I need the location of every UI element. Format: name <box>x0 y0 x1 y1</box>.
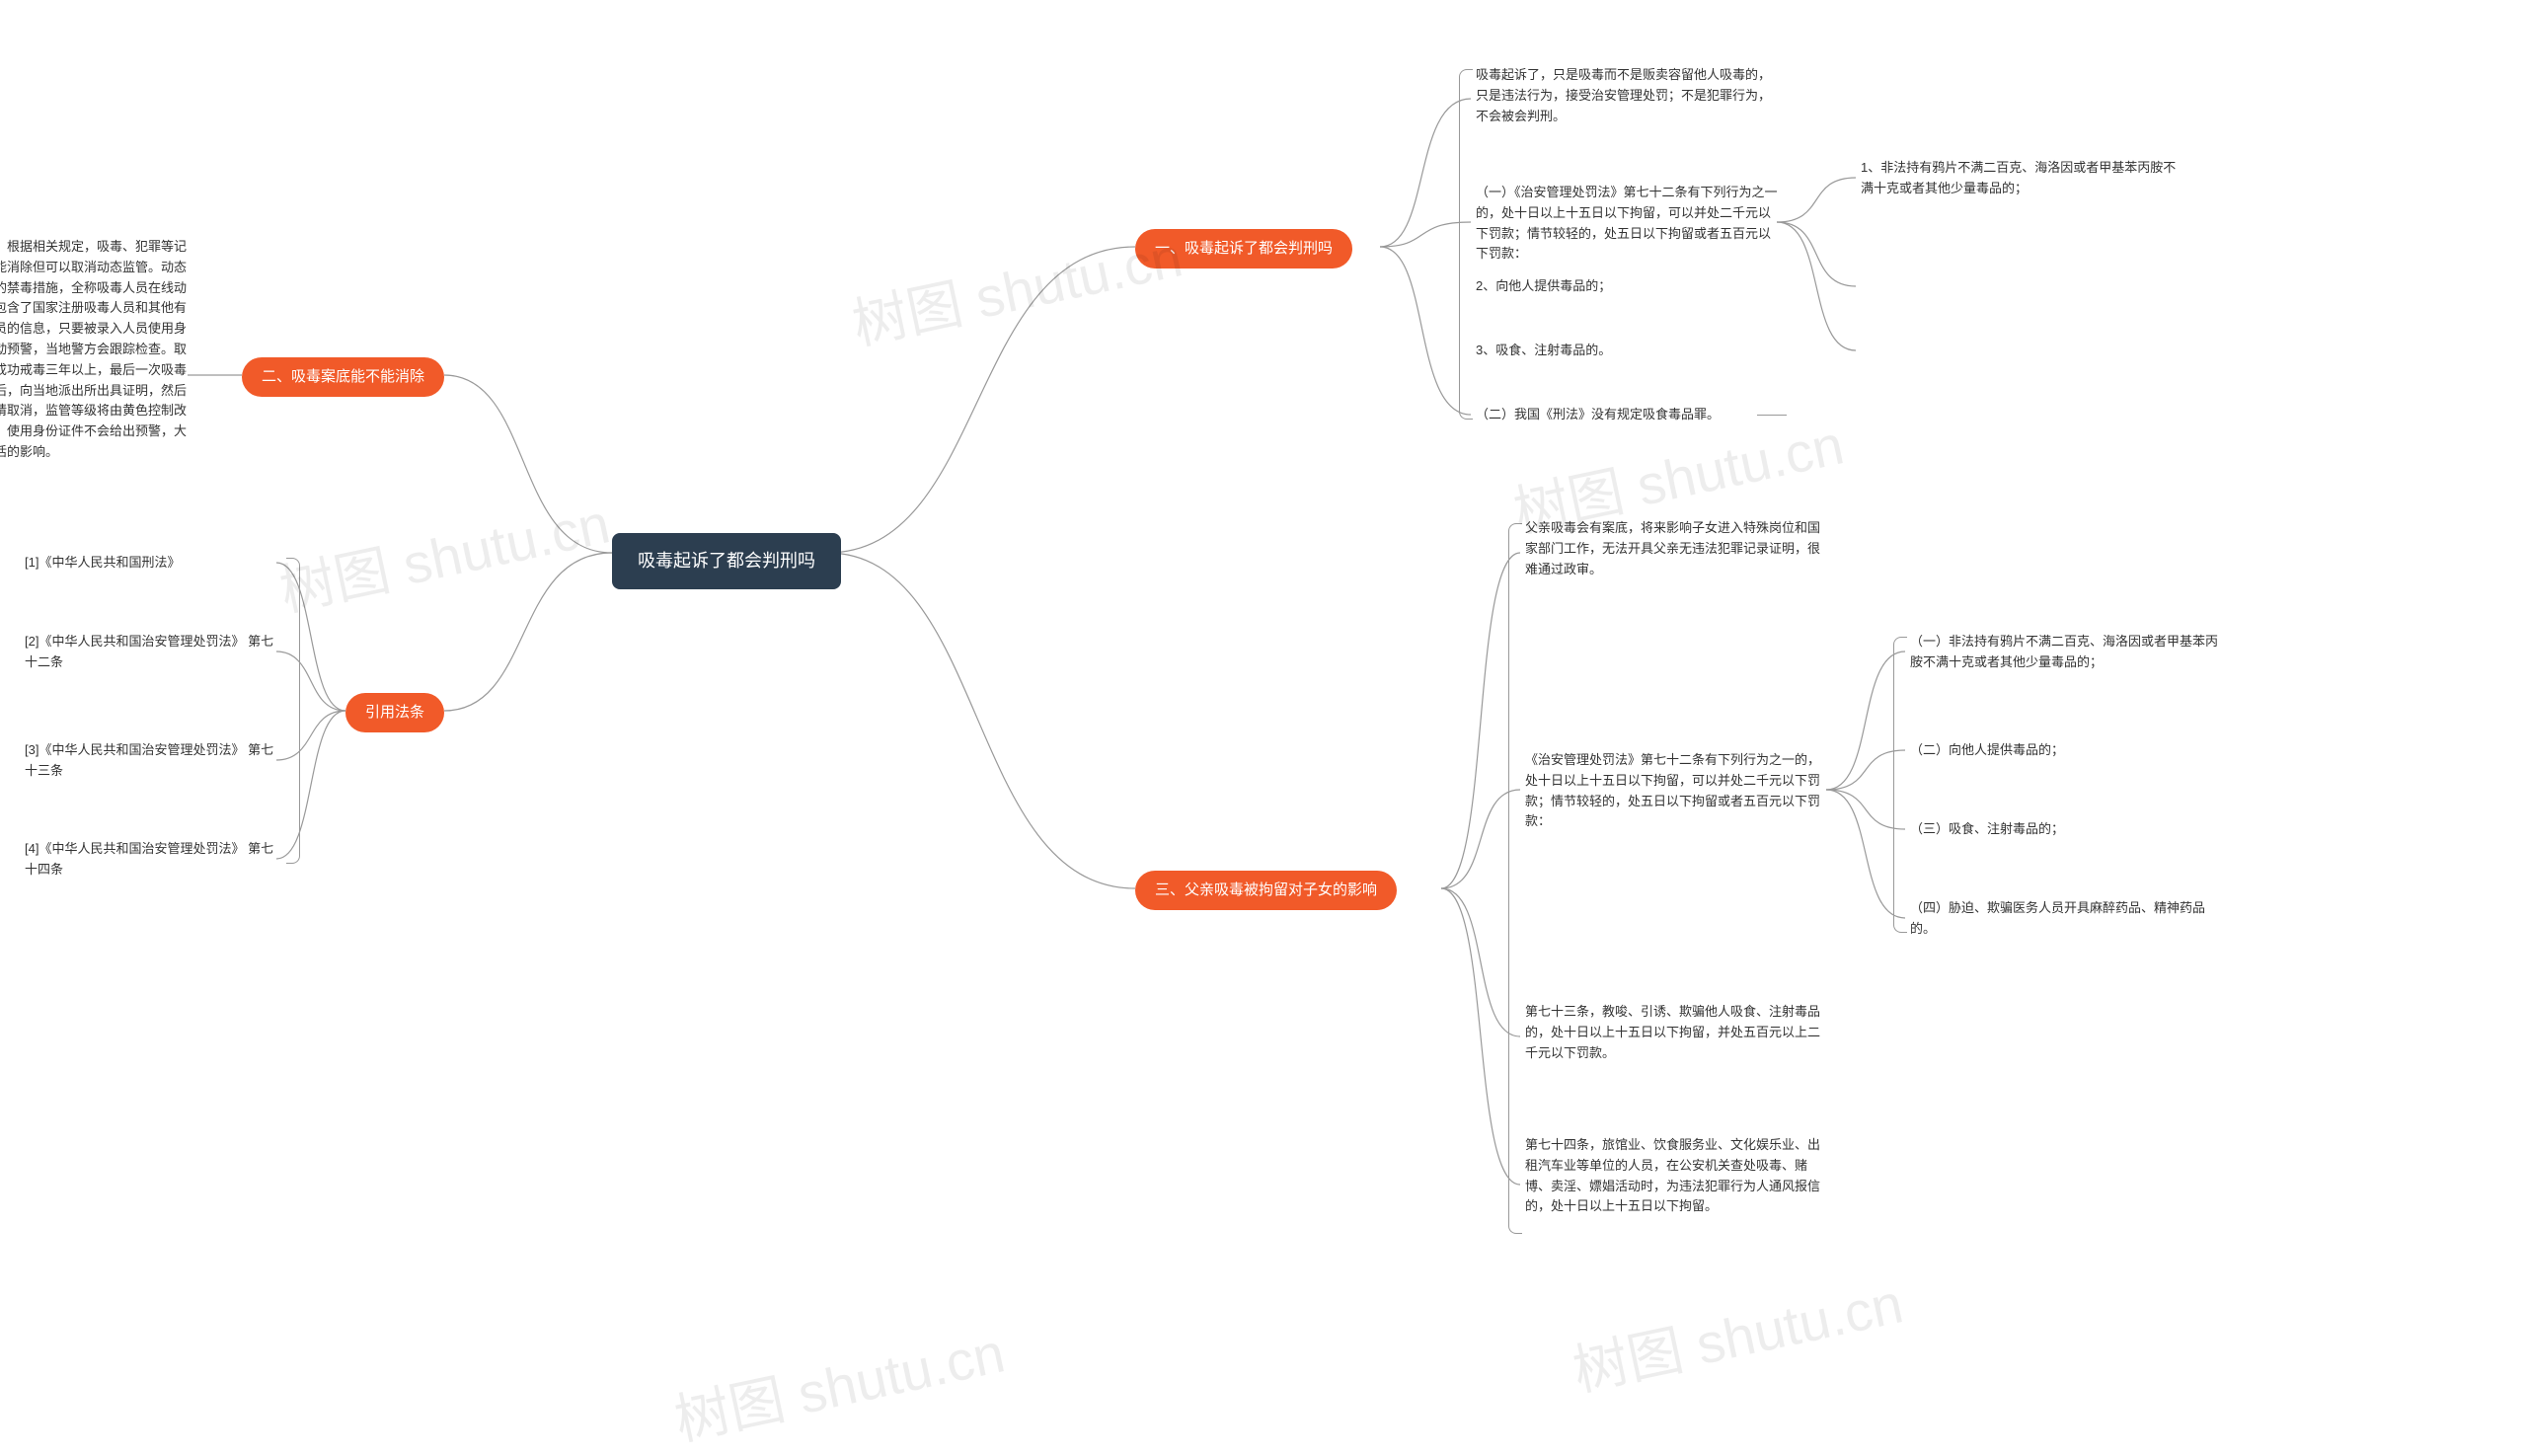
branch-cite: 引用法条 <box>345 693 444 732</box>
watermark-4: 树图 shutu.cn <box>666 1309 1011 1456</box>
branch-3-child-3: 第七十三条，教唆、引诱、欺骗他人吸食、注射毒品的，处十日以上十五日以下拘留，并处… <box>1525 1002 1821 1063</box>
branch-3-child-2c: （三）吸食、注射毒品的； <box>1910 819 2064 840</box>
branch-1-child-3: （二）我国《刑法》没有规定吸食毒品罪。 <box>1476 405 1720 425</box>
branch-cite-label: 引用法条 <box>365 704 424 721</box>
watermark-2: 树图 shutu.cn <box>844 213 1188 361</box>
watermark-1: 树图 shutu.cn <box>271 480 616 628</box>
branch-1: 一、吸毒起诉了都会判刑吗 <box>1135 229 1352 268</box>
mindmap-root: 吸毒起诉了都会判刑吗 <box>612 533 841 589</box>
branch-3-child-2: 《治安管理处罚法》第七十二条有下列行为之一的，处十日以上十五日以下拘留，可以并处… <box>1525 750 1831 832</box>
branch-3-child-4: 第七十四条，旅馆业、饮食服务业、文化娱乐业、出租汽车业等单位的人员，在公安机关查… <box>1525 1135 1821 1217</box>
branch-1-child-2a: 1、非法持有鸦片不满二百克、海洛因或者甲基苯丙胺不满十克或者其他少量毒品的； <box>1861 158 2177 199</box>
cite-4: [4]《中华人民共和国治安管理处罚法》 第七十四条 <box>25 839 281 881</box>
root-label: 吸毒起诉了都会判刑吗 <box>638 551 815 571</box>
bracket-cite <box>286 558 300 864</box>
branch-3-child-2a: （一）非法持有鸦片不满二百克、海洛因或者甲基苯丙胺不满十克或者其他少量毒品的； <box>1910 632 2226 673</box>
bracket-b3c2 <box>1893 637 1907 933</box>
branch-2-label: 二、吸毒案底能不能消除 <box>262 368 424 385</box>
trailing-dash-1 <box>1757 415 1787 416</box>
branch-1-child-1: 吸毒起诉了，只是吸毒而不是贩卖容留他人吸毒的，只是违法行为，接受治安管理处罚；不… <box>1476 65 1772 126</box>
bracket-b1 <box>1459 69 1473 420</box>
watermark-5: 树图 shutu.cn <box>1565 1260 1909 1408</box>
branch-3-label: 三、父亲吸毒被拘留对子女的影响 <box>1155 881 1377 898</box>
branch-1-child-2: （一）《治安管理处罚法》第七十二条有下列行为之一的，处十日以上十五日以下拘留，可… <box>1476 183 1782 265</box>
branch-1-child-2c: 3、吸食、注射毒品的。 <box>1476 341 1611 361</box>
branch-3-child-2d: （四）胁迫、欺骗医务人员开具麻醉药品、精神药品的。 <box>1910 898 2226 940</box>
cite-2: [2]《中华人民共和国治安管理处罚法》 第七十二条 <box>25 632 281 673</box>
branch-3-child-1: 父亲吸毒会有案底，将来影响子女进入特殊岗位和国家部门工作，无法开具父亲无违法犯罪… <box>1525 518 1821 579</box>
cite-3: [3]《中华人民共和国治安管理处罚法》 第七十三条 <box>25 740 281 782</box>
branch-3-child-2b: （二）向他人提供毒品的； <box>1910 740 2064 761</box>
branch-3: 三、父亲吸毒被拘留对子女的影响 <box>1135 871 1397 910</box>
branch-1-child-2b: 2、向他人提供毒品的； <box>1476 276 1611 297</box>
branch-1-label: 一、吸毒起诉了都会判刑吗 <box>1155 240 1333 257</box>
bracket-b3 <box>1508 523 1522 1234</box>
branch-2: 二、吸毒案底能不能消除 <box>242 357 444 397</box>
branch-2-child-1: 吸毒案底不能消除。根据相关规定，吸毒、犯罪等记录将永久保存，不能消除但可以取消动… <box>0 237 188 463</box>
cite-1: [1]《中华人民共和国刑法》 <box>25 553 180 574</box>
